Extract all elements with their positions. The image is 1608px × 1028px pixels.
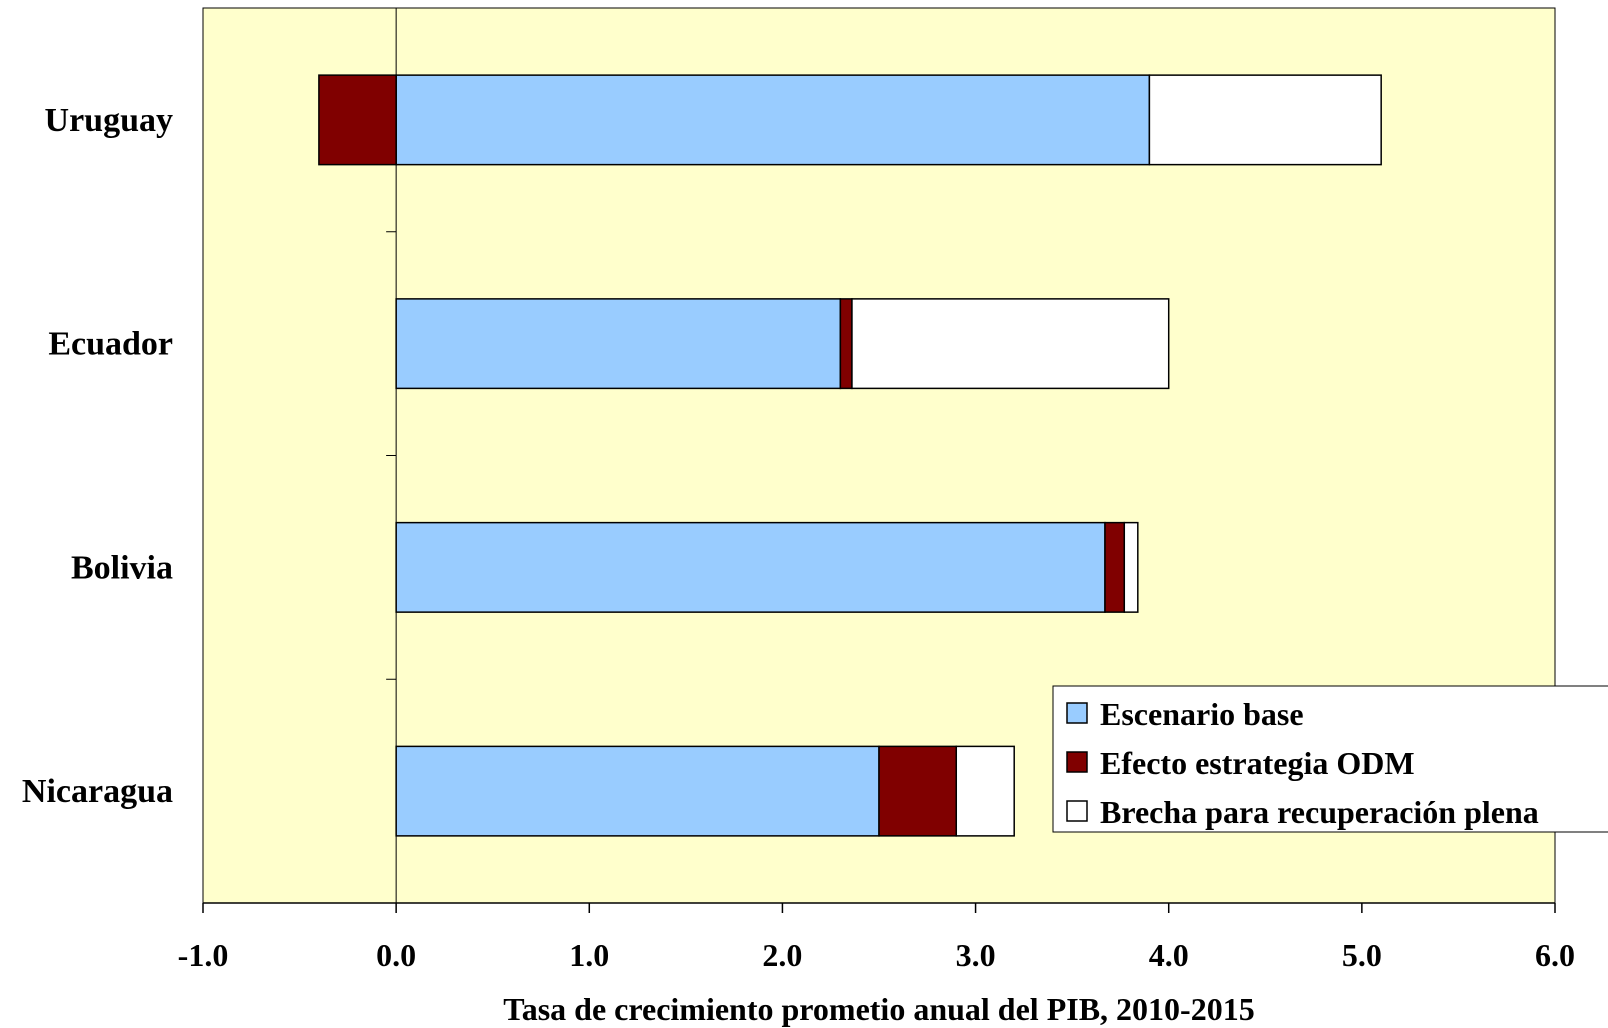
legend: Escenario base Efecto estrategia ODM Brech… (1052, 685, 1608, 833)
x-tick-label: 0.0 (376, 937, 416, 973)
bar-ecuador-series-2 (839, 298, 853, 390)
x-tick-label: 4.0 (1149, 937, 1189, 973)
bars-layer (318, 74, 1382, 837)
category-label-ecuador: Ecuador (48, 326, 173, 363)
bar-bolivia-series-3 (1123, 521, 1139, 613)
bar-uruguay-series-3 (1148, 74, 1382, 166)
bar-nicaragua-series-2 (878, 745, 958, 837)
category-label-nicaragua: Nicaragua (22, 773, 173, 810)
category-labels: Uruguay Ecuador Bolivia Nicaragua (22, 102, 173, 810)
legend-label-2: Efecto estrategia ODM (1100, 745, 1415, 781)
x-axis-label: Tasa de crecimiento prometio anual del P… (503, 991, 1254, 1027)
bar-ecuador-series-3 (851, 298, 1170, 390)
legend-label-3: Brecha para recuperación plena (1100, 794, 1539, 830)
x-tick-label: 3.0 (956, 937, 996, 973)
legend-box (1052, 685, 1608, 833)
bar-uruguay-series-1 (395, 74, 1151, 166)
x-tick-label: 1.0 (569, 937, 609, 973)
bar-bolivia-series-2 (1104, 521, 1126, 613)
x-tick-label: 2.0 (762, 937, 802, 973)
axes-layer (202, 7, 1556, 913)
legend-swatch-3 (1066, 800, 1088, 822)
bar-ecuador-series-1 (395, 298, 842, 390)
bar-nicaragua-series-1 (395, 745, 880, 837)
legend-label-1: Escenario base (1100, 696, 1304, 732)
legend-swatch-1 (1066, 702, 1088, 724)
x-tick-label: 6.0 (1535, 937, 1575, 973)
bar-nicaragua-series-3 (955, 745, 1015, 837)
bar-uruguay-series-2 (318, 74, 397, 166)
legend-swatch-2 (1066, 751, 1088, 773)
x-tick-label: -1.0 (178, 937, 229, 973)
x-tick-labels: -1.0 0.0 1.0 2.0 3.0 4.0 5.0 6.0 (178, 937, 1575, 973)
bar-bolivia-series-1 (395, 521, 1106, 613)
category-label-bolivia: Bolivia (71, 549, 173, 586)
category-label-uruguay: Uruguay (45, 102, 173, 139)
x-tick-label: 5.0 (1342, 937, 1382, 973)
